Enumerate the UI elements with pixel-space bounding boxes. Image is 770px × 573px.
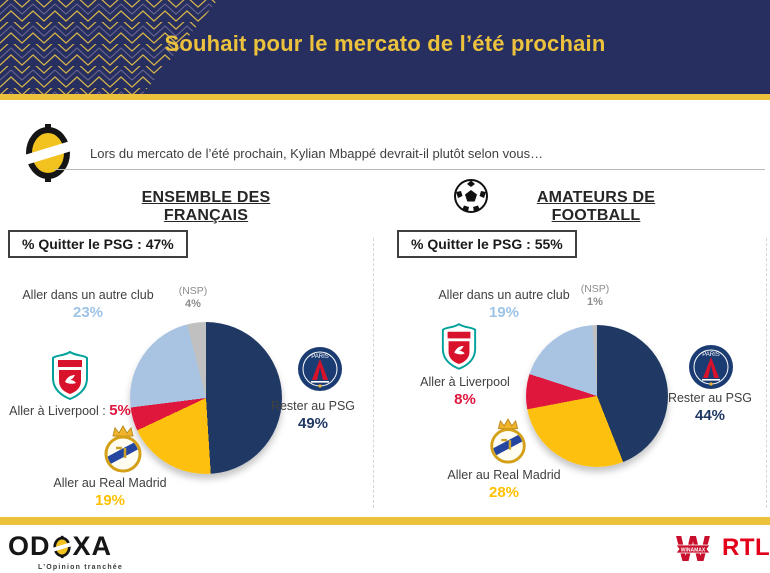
label-pct: 8%: [454, 390, 476, 408]
section-title-ensemble: ENSEMBLE DES FRANÇAIS: [141, 189, 271, 224]
label-text: Aller à Liverpool :: [9, 404, 106, 418]
label-pct: 4%: [185, 298, 201, 311]
label-text: Aller au Real Madrid: [53, 476, 167, 490]
odoxa-letters-od: OD: [8, 531, 51, 561]
label-text: Aller à Liverpool: [420, 375, 510, 389]
liverpool-logo: [50, 350, 90, 401]
psg-logo-left: PARIS: [297, 346, 343, 392]
odoxa-logo: OD XA L’Opinion tranchée: [8, 531, 123, 571]
header-accent-line: [0, 94, 770, 100]
question-divider-line: [55, 169, 765, 170]
label-psg-right: Rester au PSG 44%: [662, 391, 758, 425]
label-pct: 19%: [488, 303, 520, 321]
psg-logo-text: PARIS: [311, 354, 329, 360]
survey-question: Lors du mercato de l’été prochain, Kylia…: [90, 146, 544, 161]
pie-chart-amateurs: [526, 325, 668, 467]
label-autre-club-left: Aller dans un autre club 23%: [13, 288, 163, 322]
label-text: Aller au Real Madrid: [447, 468, 561, 482]
label-liverpool-left: Aller à Liverpool : 5%: [0, 402, 140, 421]
edge-divider-dashed: [766, 238, 767, 508]
label-pct: 23%: [72, 303, 104, 321]
real-madrid-logo: [100, 424, 146, 475]
odoxa-letters-xa: XA: [72, 531, 113, 561]
pie-chart-ensemble: [130, 322, 282, 474]
label-autre-club-right: Aller dans un autre club 19%: [429, 288, 579, 322]
liverpool-logo-right: [440, 322, 478, 370]
football-icon: [453, 178, 489, 214]
label-liverpool-right: Aller à Liverpool 8%: [405, 375, 525, 409]
label-text: Aller dans un autre club: [22, 288, 154, 302]
real-madrid-logo-right: [486, 416, 530, 468]
odoxa-o-icon: [51, 535, 72, 558]
footer-accent-band: [0, 517, 770, 525]
label-pct: 5%: [109, 402, 131, 419]
page-title: Souhait pour le mercato de l’été prochai…: [164, 31, 606, 56]
psg-logo-text: PARIS: [702, 352, 720, 358]
label-text: Rester au PSG: [667, 391, 753, 405]
label-pct: 1%: [587, 296, 603, 309]
header-banner: Souhait pour le mercato de l’été prochai…: [0, 0, 770, 95]
label-text: Aller dans un autre club: [438, 288, 570, 302]
label-real-left: Aller au Real Madrid 19%: [40, 476, 180, 510]
winamax-banner-text: WINAMAX: [681, 548, 706, 554]
label-pct: 44%: [694, 406, 726, 424]
psg-logo-right: PARIS: [688, 344, 734, 390]
section-divider-dashed: [373, 238, 374, 508]
summary-box-ensemble: % Quitter le PSG : 47%: [8, 230, 188, 258]
odoxa-mark-icon: [14, 124, 82, 182]
label-nsp-right: (NSP) 1%: [565, 283, 625, 310]
label-text: (NSP): [178, 285, 208, 297]
label-pct: 19%: [94, 491, 126, 509]
rtl-logo: RTL: [722, 534, 770, 561]
label-text: (NSP): [580, 283, 610, 295]
odoxa-tagline: L’Opinion tranchée: [38, 564, 123, 571]
label-psg-left: Rester au PSG 49%: [268, 399, 358, 433]
odoxa-wordmark: OD XA: [8, 531, 123, 562]
label-real-right: Aller au Real Madrid 28%: [434, 468, 574, 502]
summary-box-amateurs: % Quitter le PSG : 55%: [397, 230, 577, 258]
winamax-logo: W WINAMAX: [675, 528, 711, 569]
label-text: Rester au PSG: [270, 399, 356, 413]
label-nsp-left: (NSP) 4%: [163, 285, 223, 312]
section-title-amateurs: AMATEURS DE FOOTBALL: [536, 189, 656, 224]
label-pct: 28%: [488, 483, 520, 501]
label-pct: 49%: [297, 414, 329, 432]
